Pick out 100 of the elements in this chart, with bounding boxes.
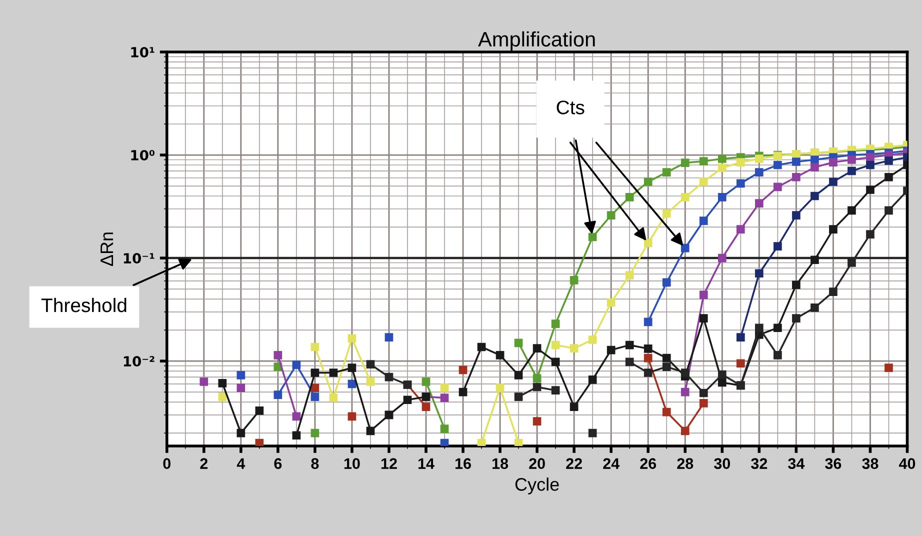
point <box>551 340 560 350</box>
point <box>680 192 690 202</box>
point <box>774 182 782 192</box>
point <box>699 388 708 398</box>
point <box>384 333 394 342</box>
point <box>236 384 246 392</box>
point <box>866 153 874 162</box>
x-tick-label: 26 <box>640 458 656 469</box>
ref-line-label: Threshold <box>41 298 126 312</box>
point <box>699 290 708 299</box>
point <box>440 438 449 446</box>
point <box>218 379 227 388</box>
point <box>200 378 208 386</box>
x-tick-label: 40 <box>898 458 916 469</box>
point <box>718 378 726 387</box>
point <box>310 384 320 392</box>
point <box>662 278 671 287</box>
point <box>848 206 856 215</box>
point <box>310 368 320 377</box>
point <box>662 408 671 416</box>
point <box>274 390 282 400</box>
point <box>848 166 856 176</box>
y-tick-label: 10⁻¹ <box>124 253 154 264</box>
x-tick-label: 30 <box>714 458 730 469</box>
point <box>755 199 764 208</box>
point <box>551 320 560 328</box>
x-tick-label: 18 <box>492 458 508 469</box>
x-tick-label: 6 <box>274 458 282 469</box>
point <box>792 172 800 182</box>
x-tick-label: 8 <box>311 458 319 469</box>
point <box>718 254 726 262</box>
point <box>532 382 542 392</box>
point <box>440 424 449 433</box>
point <box>348 380 356 388</box>
point <box>699 399 708 408</box>
y-tick-label: 10⁰ <box>131 150 155 160</box>
x-tick-label: 22 <box>566 458 582 469</box>
point <box>736 158 745 166</box>
x-tick-label: 4 <box>236 458 246 469</box>
point <box>718 192 726 202</box>
point <box>218 392 227 401</box>
point <box>458 388 468 396</box>
point <box>274 351 282 360</box>
x-tick-label: 24 <box>603 458 620 469</box>
x-tick-label: 36 <box>825 458 842 469</box>
point <box>662 362 671 371</box>
point <box>884 156 893 165</box>
point <box>255 438 264 446</box>
point <box>792 211 800 220</box>
point <box>514 370 523 380</box>
point <box>366 378 375 386</box>
point <box>810 156 819 164</box>
x-tick-label: 34 <box>788 458 805 469</box>
point <box>644 178 652 186</box>
point <box>366 426 375 436</box>
point <box>606 346 616 354</box>
point <box>255 406 264 415</box>
point <box>774 242 782 250</box>
point <box>736 359 745 368</box>
point <box>829 178 838 186</box>
point <box>792 158 800 166</box>
point <box>829 288 838 296</box>
annotation: Cts <box>556 100 584 114</box>
point <box>384 372 394 382</box>
point <box>606 298 616 307</box>
point <box>644 354 652 362</box>
point <box>570 344 578 352</box>
point <box>644 368 652 377</box>
point <box>866 186 874 194</box>
point <box>625 340 634 350</box>
point <box>440 384 449 392</box>
point <box>477 438 486 446</box>
x-tick-label: 12 <box>381 458 397 469</box>
point <box>662 168 671 176</box>
point <box>755 324 764 332</box>
point <box>680 368 690 377</box>
point <box>477 342 486 352</box>
point <box>236 370 246 380</box>
point <box>570 402 578 411</box>
x-tick-label: 38 <box>862 458 878 469</box>
point <box>292 360 301 369</box>
point <box>829 158 838 166</box>
point <box>810 256 819 264</box>
point <box>866 230 874 238</box>
y-tick-label: 10¹ <box>131 46 154 58</box>
point <box>884 206 893 215</box>
point <box>848 258 856 267</box>
point <box>699 314 708 322</box>
y-axis-title: ΔRn <box>100 232 114 266</box>
x-tick-label: 2 <box>200 458 208 469</box>
point <box>514 438 523 446</box>
point <box>680 158 690 167</box>
point <box>440 394 449 402</box>
point <box>292 412 301 421</box>
point <box>588 428 597 438</box>
point <box>718 164 726 172</box>
x-tick-label: 0 <box>163 458 171 469</box>
point <box>718 154 726 163</box>
point <box>662 209 671 218</box>
point <box>551 386 560 394</box>
